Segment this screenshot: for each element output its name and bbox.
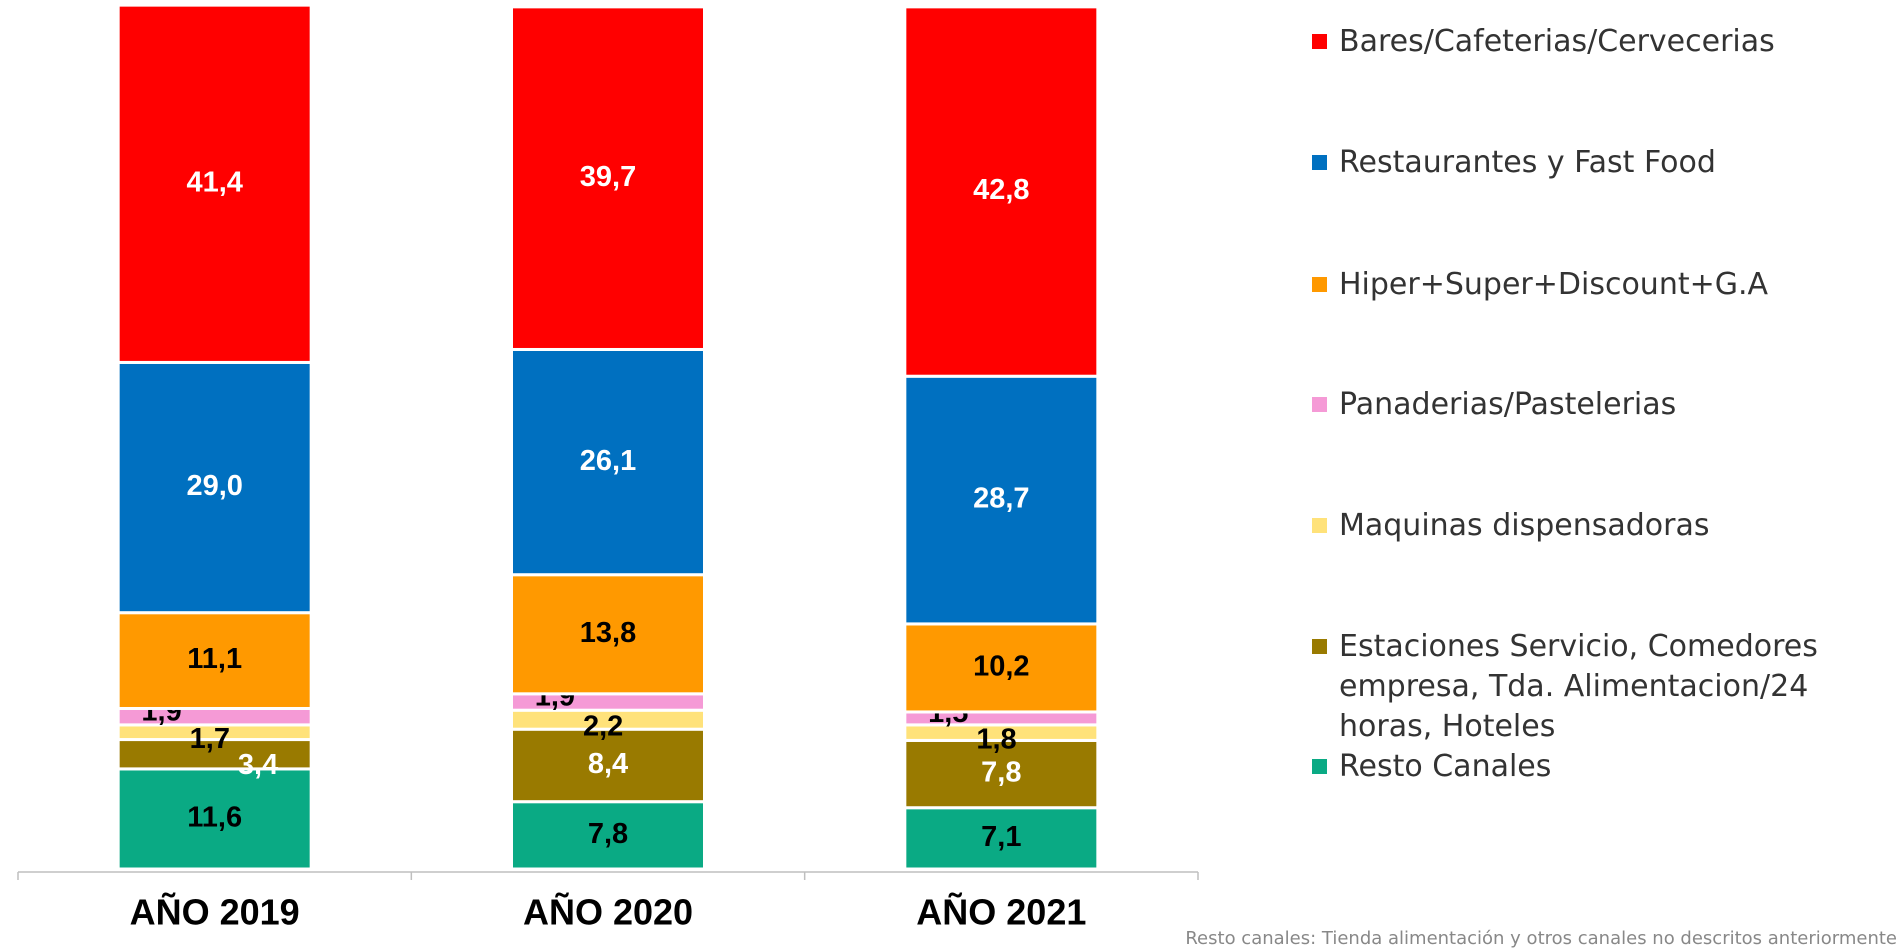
value-label: 8,4 <box>588 748 628 780</box>
value-label: 1,8 <box>976 723 1016 755</box>
legend-item: Estaciones Servicio, Comedores empresa, … <box>1312 627 1892 747</box>
legend-label: Estaciones Servicio, Comedores empresa, … <box>1339 629 1818 744</box>
x-tick-label: AÑO 2020 <box>523 891 693 933</box>
value-label: 7,8 <box>588 818 628 850</box>
bar-segment <box>116 767 313 871</box>
legend-swatch <box>1312 759 1327 774</box>
bar-segment <box>510 800 706 871</box>
value-label: 7,8 <box>981 757 1021 789</box>
value-label: 13,8 <box>580 617 636 649</box>
value-label: 29,0 <box>186 470 242 502</box>
legend-item: Restaurantes y Fast Food <box>1312 143 1716 183</box>
legend-label: Bares/Cafeterias/Cervecerias <box>1339 24 1775 59</box>
bar-segment <box>903 5 1100 378</box>
value-label: 2,2 <box>583 710 623 742</box>
x-tick-label: AÑO 2019 <box>130 891 300 933</box>
legend-item: Bares/Cafeterias/Cervecerias <box>1312 22 1775 62</box>
bar-segment <box>116 3 313 364</box>
legend-swatch <box>1312 155 1327 170</box>
bar-segment <box>116 738 313 771</box>
legend-item: Maquinas dispensadoras <box>1312 506 1710 546</box>
value-label: 26,1 <box>580 445 636 477</box>
bar-segment <box>510 573 706 696</box>
value-label: 39,7 <box>580 161 636 193</box>
legend-label: Resto Canales <box>1339 749 1552 784</box>
bar-segment <box>903 806 1100 871</box>
legend-label: Hiper+Super+Discount+G.A <box>1339 267 1769 302</box>
legend-label: Restaurantes y Fast Food <box>1339 145 1716 180</box>
value-label: 41,4 <box>186 166 242 198</box>
bar-segment <box>116 611 313 710</box>
value-label: 42,8 <box>973 174 1029 206</box>
value-label: 28,7 <box>973 483 1029 515</box>
legend-swatch <box>1312 34 1327 49</box>
bar-segment <box>510 5 706 351</box>
value-label: 11,6 <box>187 802 242 834</box>
legend-swatch <box>1312 397 1327 412</box>
legend-label: Panaderias/Pastelerias <box>1339 387 1677 422</box>
bar-segment <box>510 727 706 804</box>
legend-swatch <box>1312 639 1327 654</box>
bar-segment <box>903 374 1100 626</box>
legend-label: Maquinas dispensadoras <box>1339 508 1710 543</box>
legend-swatch <box>1312 277 1327 292</box>
legend-swatch <box>1312 518 1327 533</box>
bar-segment <box>510 347 706 577</box>
value-label: 11,1 <box>187 643 242 675</box>
legend-item: Panaderias/Pastelerias <box>1312 385 1676 425</box>
legend-item: Resto Canales <box>1312 747 1551 787</box>
value-label: 1,7 <box>190 723 230 755</box>
value-label: 3,4 <box>238 749 278 781</box>
footnote: Resto canales: Tienda alimentación y otr… <box>1185 928 1897 949</box>
legend-item: Hiper+Super+Discount+G.A <box>1312 265 1768 305</box>
value-label: 7,1 <box>981 821 1021 853</box>
value-label: 10,2 <box>973 651 1029 683</box>
x-tick-label: AÑO 2021 <box>916 891 1086 933</box>
